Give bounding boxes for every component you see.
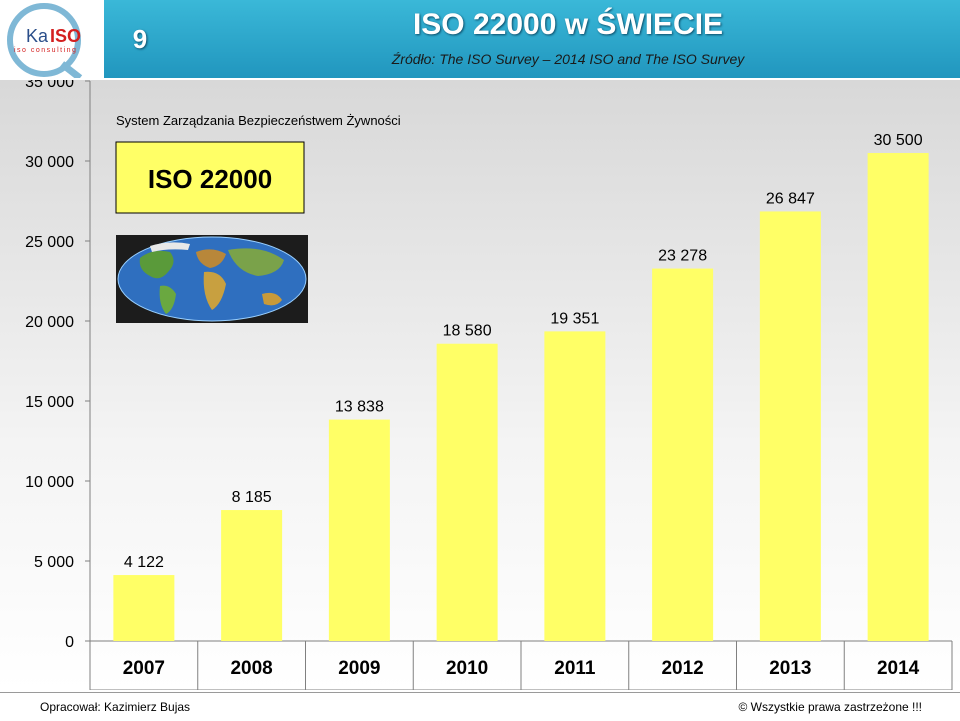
data-label-2012: 23 278 <box>658 248 707 265</box>
y-tick-label: 25 000 <box>25 234 74 251</box>
page-title: ISO 22000 w ŚWIECIE <box>412 8 724 41</box>
bar-chart: 0 5 000 10 000 15 000 20 000 25 000 30 000 35 0… <box>25 74 953 691</box>
bar-2013 <box>759 211 821 641</box>
bars <box>113 153 929 641</box>
header: ISO 22000 w ŚWIECIE Źródło: The ISO Surv… <box>176 0 960 78</box>
value-labels: 4 122 8 185 13 838 18 580 19 351 23 278 26 847… <box>124 132 923 571</box>
x-tick-label: 2007 <box>123 658 165 679</box>
x-tick-label: 2012 <box>661 658 703 679</box>
x-tick-label: 2014 <box>877 658 920 679</box>
y-axis: 0 5 000 10 000 15 000 20 000 25 000 30 000 35 0… <box>25 74 90 651</box>
x-axis: 2007 2008 2009 2010 2011 2012 2013 2014 <box>89 641 953 690</box>
logo-prefix: Ka <box>26 26 49 46</box>
bar-2011 <box>544 331 606 641</box>
chart-area: 0 5 000 10 000 15 000 20 000 25 000 30 000 35 0… <box>0 74 960 691</box>
page-subtitle: Źródło: The ISO Survey – 2014 ISO and Th… <box>391 51 745 67</box>
data-label-2009: 13 838 <box>335 399 384 416</box>
data-label-2011: 19 351 <box>550 310 599 327</box>
bar-2010 <box>436 343 498 641</box>
y-tick-label: 10 000 <box>25 474 74 491</box>
bar-2007 <box>113 575 175 641</box>
bar-2014 <box>867 153 929 641</box>
y-tick-label: 30 000 <box>25 154 74 171</box>
kaiso-logo-icon: Ka ISO iso consulting <box>7 3 83 81</box>
y-tick-label: 35 000 <box>25 80 74 91</box>
logo-main: ISO <box>50 26 81 46</box>
inset-caption: System Zarządzania Bezpieczeństwem Żywno… <box>116 113 401 128</box>
logo-tagline: iso consulting <box>14 47 77 54</box>
data-label-2008: 8 185 <box>232 489 272 506</box>
x-tick-label: 2008 <box>230 658 272 679</box>
data-label-2007: 4 122 <box>124 554 164 571</box>
footer: Opracował: Kazimierz Bujas © Wszystkie p… <box>0 692 960 721</box>
x-tick-label: 2013 <box>769 658 811 679</box>
bar-2012 <box>652 268 714 641</box>
data-label-2010: 18 580 <box>443 323 492 340</box>
logo: Ka ISO iso consulting <box>0 0 100 81</box>
bar-2008 <box>221 510 283 641</box>
iso-badge-box <box>115 141 305 214</box>
x-tick-label: 2010 <box>446 658 488 679</box>
data-label-2013: 26 847 <box>766 190 815 207</box>
y-tick-label: 20 000 <box>25 314 74 331</box>
iso-badge: ISO 22000 <box>148 164 272 194</box>
bar-2009 <box>328 419 390 641</box>
data-label-2014: 30 500 <box>874 132 923 149</box>
x-tick-label: 2009 <box>338 658 380 679</box>
x-tick-label: 2011 <box>554 658 596 679</box>
y-tick-label: 0 <box>65 634 74 651</box>
y-tick-label: 5 000 <box>34 554 74 571</box>
footer-copyright: © Wszystkie prawa zastrzeżone !!! <box>738 700 922 714</box>
slide-number: 9 <box>102 0 178 78</box>
y-tick-label: 15 000 <box>25 394 74 411</box>
world-map-icon <box>116 235 308 323</box>
footer-author: Opracował: Kazimierz Bujas <box>40 700 191 714</box>
